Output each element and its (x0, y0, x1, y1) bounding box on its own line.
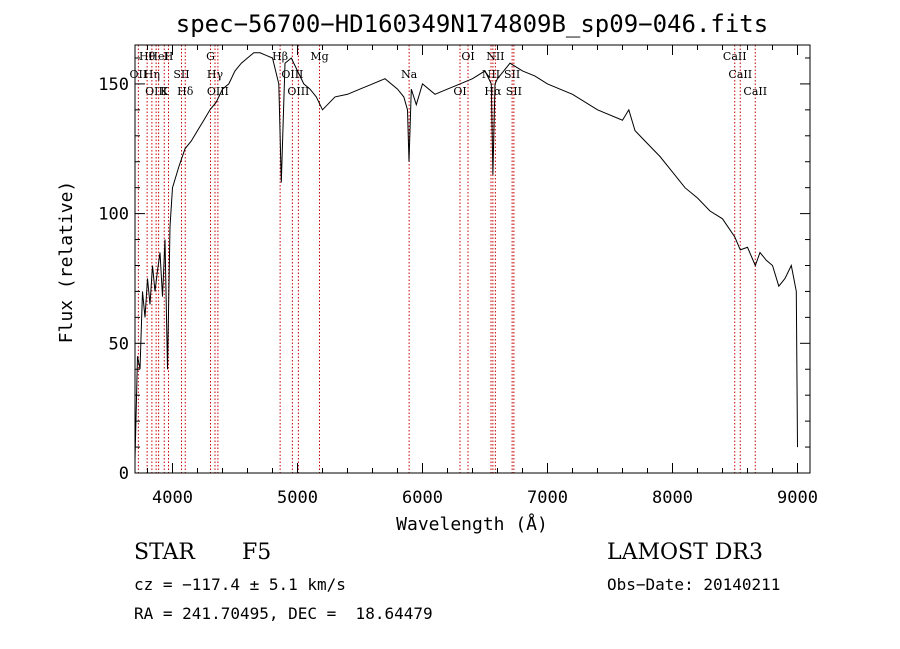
marker-label: Hβ (272, 50, 288, 63)
x-tick-label: 8000 (652, 488, 693, 508)
x-axis-label: Wavelength (Å) (396, 513, 548, 535)
marker-label: Na (401, 68, 418, 81)
x-tick-label: 5000 (277, 488, 318, 508)
marker-label: NII (482, 68, 500, 81)
coordinates-readout: RA = 241.70495, DEC = 18.64479 (134, 604, 433, 623)
marker-label: OIII (287, 85, 309, 98)
object-class: STAR (134, 540, 195, 565)
marker-label: Hθ (139, 50, 156, 63)
marker-label: SII (173, 68, 189, 81)
marker-label: OI (453, 85, 466, 98)
y-axis-label: Flux (relative) (56, 181, 77, 344)
plot-frame (134, 44, 811, 474)
marker-label: Hη (144, 68, 160, 81)
spectral-line-markers (137, 45, 756, 473)
spectral-subclass: F5 (242, 540, 272, 565)
marker-label: OII (130, 68, 148, 81)
marker-label: K (160, 85, 169, 98)
marker-label: CaII (743, 85, 767, 98)
x-tick-label: 6000 (402, 488, 443, 508)
x-tick-label: 9000 (777, 488, 818, 508)
velocity-readout: cz = −117.4 ± 5.1 km/s (134, 575, 346, 594)
marker-label: Mg (310, 50, 328, 63)
marker-label: Hδ (177, 85, 194, 98)
marker-label: SII (506, 85, 522, 98)
marker-label: H (164, 50, 174, 63)
marker-label: OIII (145, 85, 167, 98)
marker-label: Hα (484, 85, 502, 98)
marker-label: CaII (723, 50, 747, 63)
marker-label: HeI (148, 50, 168, 63)
y-tick-label: 150 (98, 75, 129, 95)
marker-label: SII (504, 68, 520, 81)
y-tick-label: 50 (109, 334, 129, 354)
survey-name: LAMOST DR3 (607, 540, 763, 565)
marker-label: G (206, 50, 215, 63)
x-tick-label: 7000 (527, 488, 568, 508)
obs-date: Obs−Date: 20140211 (607, 575, 781, 594)
x-tick-label: 4000 (152, 488, 193, 508)
x-axis-ticks: 4000 5000 6000 7000 8000 9000 (147, 45, 818, 508)
y-tick-label: 100 (98, 205, 129, 225)
y-tick-label: 0 (119, 464, 129, 484)
marker-label: NII (486, 50, 504, 63)
marker-label: CaII (728, 68, 752, 81)
chart-title: spec−56700−HD160349N174809B_sp09−046.fit… (176, 10, 768, 38)
spectral-line-labels: HθOIIOIIIHeIHηKHSIIHδGHγOIIIHβOIIIOIIIMg… (130, 50, 768, 98)
flux-series-line (134, 52, 798, 461)
marker-label: OI (461, 50, 474, 63)
marker-label: Hγ (207, 68, 224, 81)
y-axis-ticks: 0 50 100 150 (98, 57, 810, 484)
